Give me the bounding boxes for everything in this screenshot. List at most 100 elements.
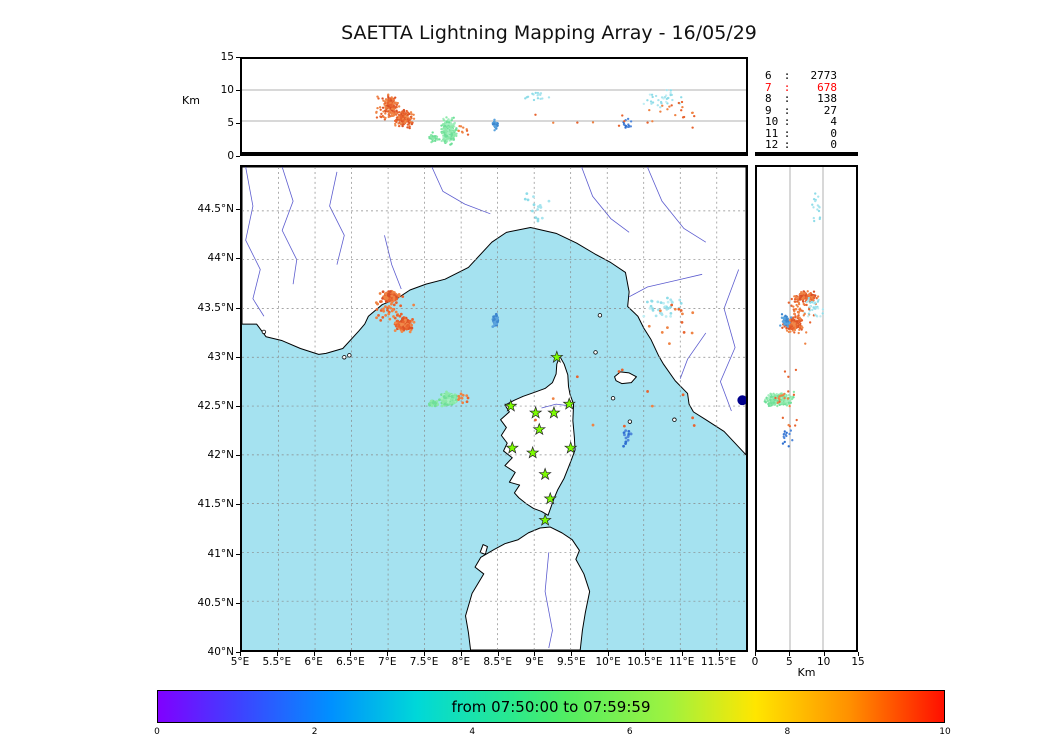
lightning-point [445,134,449,138]
lightning-point [382,307,385,311]
lightning-point [387,112,391,115]
lightning-point [786,397,790,400]
lightning-point [450,134,453,137]
lightning-point [785,315,788,318]
lightning-point [792,396,795,399]
lightning-point [658,309,662,313]
lightning-point [681,116,685,119]
lightning-point [816,208,819,211]
lightning-point [802,302,805,306]
lightning-point [447,398,450,402]
tick-mark [236,602,240,604]
tick-mark [240,652,241,656]
lightning-point [397,115,401,119]
lon-tick: 10.5°E [627,656,663,668]
lightning-point [624,124,628,128]
tick-mark [313,652,315,656]
lightning-point [650,404,654,408]
lightning-point [393,316,397,320]
lightning-point [381,97,384,100]
lightning-point [629,432,633,436]
river-line [719,269,740,412]
lightning-point [785,398,788,401]
lightning-point [378,292,382,295]
tick-mark [350,652,352,656]
lightning-point [627,432,631,436]
lightning-point [383,297,387,300]
lightning-point [767,394,770,397]
lightning-point [814,192,817,195]
altitude-tick-top: 15 [220,51,234,63]
lightning-point [681,393,685,397]
tick-mark [460,652,462,656]
altitude-tick-right: 0 [751,656,759,668]
altitude-axis-label-top: Km [182,94,200,107]
lightning-point [386,110,389,113]
lightning-point [626,125,630,129]
lightning-point [382,110,385,113]
tick-mark [276,652,278,656]
tick-mark [823,652,825,656]
lightning-point [496,124,499,127]
lightning-point [810,293,813,297]
lightning-point [398,121,401,124]
lightning-point [386,308,389,312]
lightning-point [795,303,798,307]
tick-mark [236,156,240,157]
tick-mark [236,406,240,408]
altitude-tick-right: 10 [816,656,831,668]
lightning-point [390,309,394,313]
lightning-point [447,125,450,129]
lightning-point [793,298,797,301]
lightning-point [798,309,802,312]
count-row-level-12: 12:0 [765,138,837,151]
lightning-point [523,197,527,201]
lightning-point [407,323,410,327]
lightning-point [787,375,790,378]
lightning-point [780,392,783,395]
lightning-point [666,296,669,300]
lightning-point [659,100,663,104]
lightning-point [531,92,534,95]
lightning-point [783,370,787,373]
lightning-point [384,305,387,309]
lightning-point [440,139,443,143]
lightning-point [451,125,455,128]
colorbar-time-label: from 07:50:00 to 07:59:59 [451,697,651,716]
lightning-point [384,106,387,110]
lightning-point [383,103,386,106]
lightning-point [491,325,495,328]
lightning-point [466,396,470,400]
lightning-point [767,404,771,408]
lightning-point [534,216,538,219]
lightning-point [691,111,694,114]
lightning-point [624,436,628,440]
lightning-point [452,137,455,140]
lightning-point [440,396,444,400]
count-row-level-7: 7:678 [765,80,837,94]
lightning-point [778,403,781,407]
lightning-point [384,110,387,113]
lat-tick: 41°N [207,547,234,560]
lightning-point [393,106,396,109]
lightning-point [648,108,651,112]
lightning-point [402,320,405,324]
lightning-point [393,329,397,333]
lma-station-star [538,467,552,481]
lightning-point [787,401,791,404]
asinara-island [479,544,488,555]
lma-station-star [550,350,564,363]
lightning-point [433,135,437,138]
lightning-point [681,105,684,109]
lightning-point [816,307,820,310]
lightning-point [816,295,820,298]
lightning-point [660,96,664,99]
lightning-point [446,129,450,132]
lightning-point [786,322,789,325]
lon-tick: 6°E [304,656,323,668]
small-island [593,350,598,355]
lightning-point [447,121,451,124]
tick-mark [236,553,240,555]
lightning-point [785,434,788,438]
lightning-point [539,205,543,209]
